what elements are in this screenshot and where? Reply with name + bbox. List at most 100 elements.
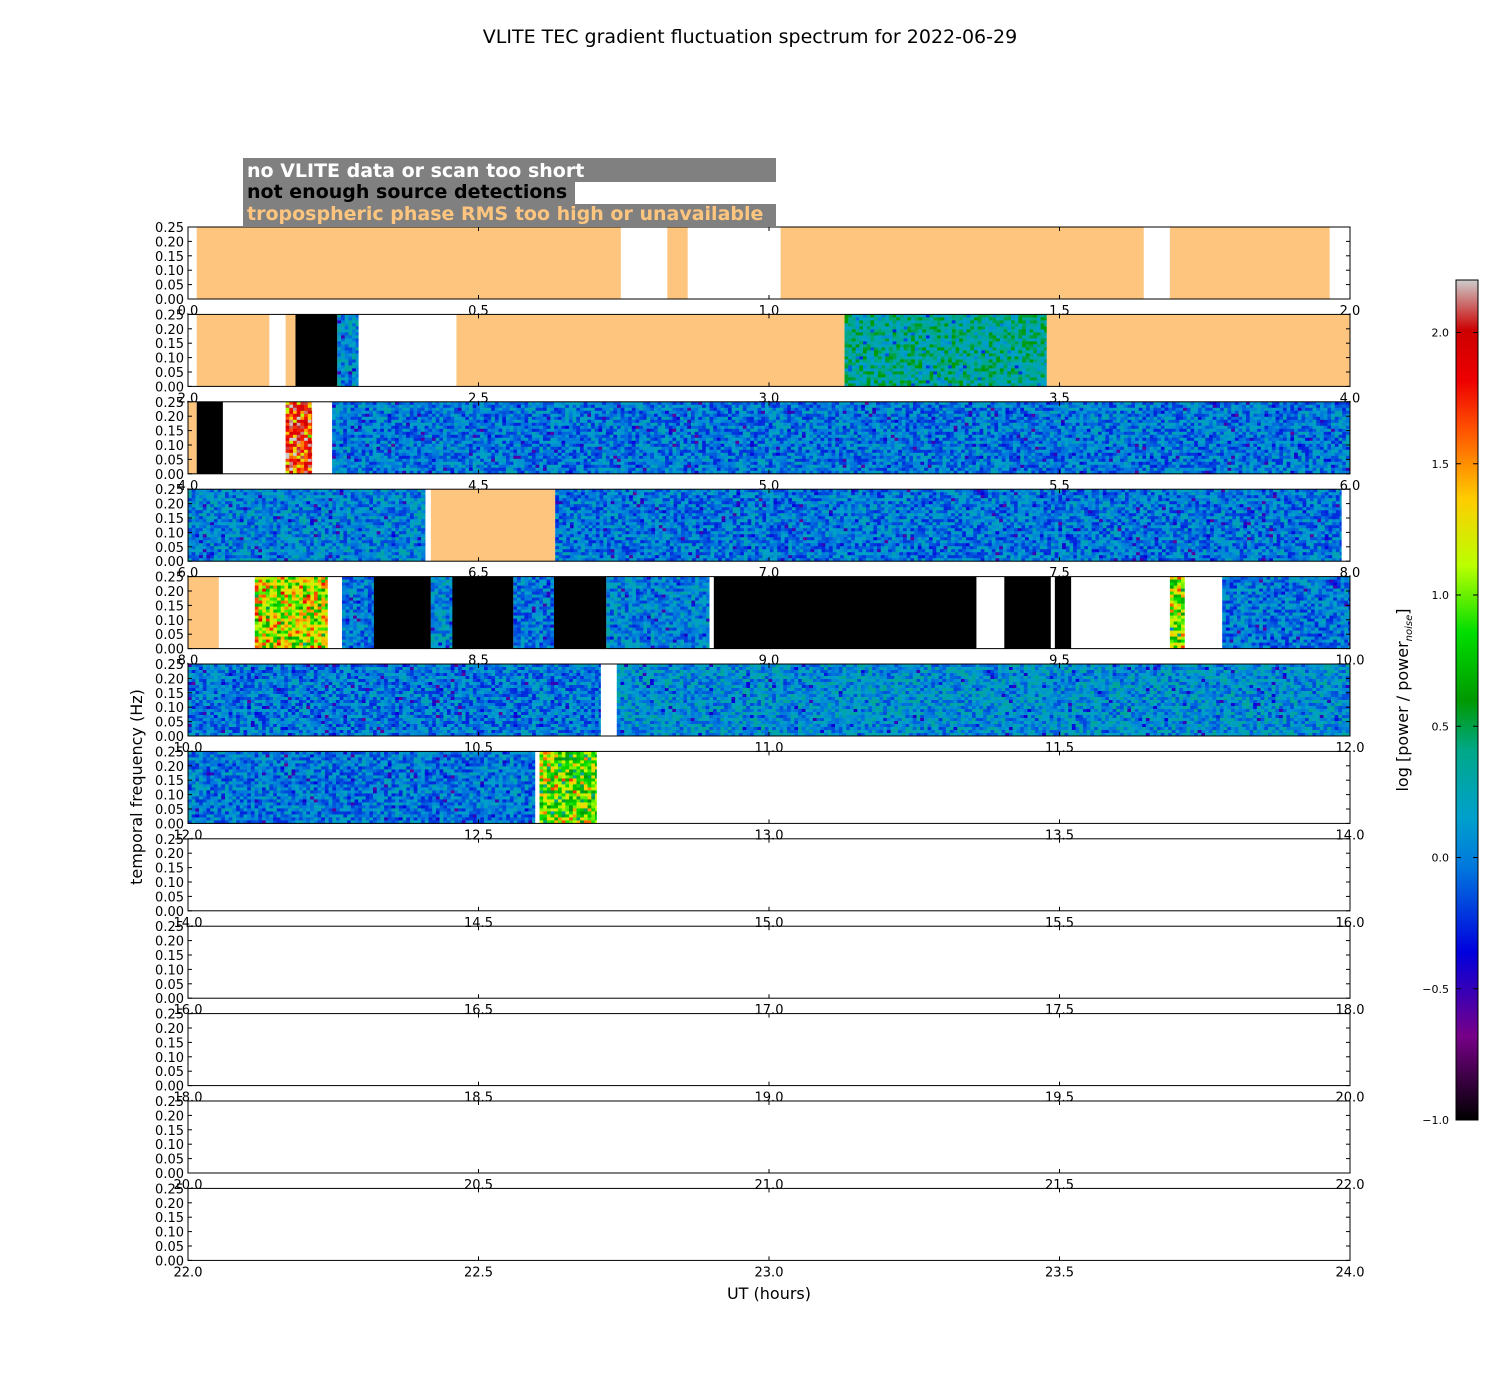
spectrum-cell bbox=[1044, 335, 1048, 339]
spectrum-cell bbox=[350, 434, 355, 439]
spectrum-cell bbox=[672, 401, 677, 406]
spectrum-cell bbox=[293, 407, 298, 412]
spectrum-cell bbox=[914, 335, 919, 339]
spectrum-cell bbox=[498, 428, 503, 433]
spectrum-cell bbox=[383, 413, 388, 418]
spectrum-cell bbox=[311, 428, 313, 433]
spectrum-cell bbox=[352, 374, 357, 378]
spectrum-cell bbox=[918, 374, 923, 378]
spectrum-cell bbox=[690, 440, 696, 445]
spectrum-cell bbox=[505, 407, 511, 412]
spectrum-cell bbox=[672, 410, 677, 415]
spectrum-cell bbox=[698, 428, 703, 433]
spectrum-cell bbox=[870, 350, 875, 354]
spectrum-cell bbox=[650, 437, 655, 442]
spectrum-cell bbox=[914, 329, 919, 333]
spectrum-cell bbox=[557, 458, 562, 463]
spectrum-cell bbox=[450, 422, 455, 427]
spectrum-cell bbox=[1022, 338, 1027, 342]
spectrum-cell bbox=[531, 446, 536, 451]
spectrum-cell bbox=[480, 449, 485, 454]
spectrum-cell bbox=[472, 422, 477, 427]
spectrum-cell bbox=[672, 404, 677, 409]
spectrum-cell bbox=[720, 452, 725, 457]
spectrum-cell bbox=[502, 431, 507, 436]
spectrum-cell bbox=[591, 440, 596, 445]
spectrum-cell bbox=[591, 452, 596, 457]
spectrum-cell bbox=[1036, 329, 1041, 333]
spectrum-cell bbox=[591, 425, 596, 430]
spectrum-cell bbox=[443, 440, 448, 445]
spectrum-cell bbox=[948, 326, 953, 330]
spectrum-cell bbox=[761, 470, 766, 475]
spectrum-cell bbox=[457, 401, 462, 406]
spectrum-cell bbox=[713, 461, 718, 466]
spectrum-cell bbox=[491, 425, 496, 430]
spectrum-cell bbox=[394, 428, 400, 433]
spectrum-cell bbox=[1011, 335, 1016, 339]
spectrum-cell bbox=[461, 437, 466, 442]
spectrum-cell bbox=[439, 467, 444, 472]
spectrum-cell bbox=[394, 407, 400, 412]
spectrum-cell bbox=[365, 416, 370, 421]
spectrum-cell bbox=[724, 467, 729, 472]
spectrum-cell bbox=[542, 428, 548, 433]
spectrum-cell bbox=[406, 401, 411, 406]
spectrum-cell bbox=[293, 401, 298, 406]
spectrum-cell bbox=[472, 455, 477, 460]
spectrum-cell bbox=[820, 449, 825, 454]
spectrum-cell bbox=[602, 458, 607, 463]
spectrum-cell bbox=[428, 434, 433, 439]
spectrum-cell bbox=[918, 377, 923, 381]
spectrum-cell bbox=[293, 461, 298, 466]
spectrum-cell bbox=[542, 455, 548, 460]
spectrum-cell bbox=[365, 440, 370, 445]
spectrum-cell bbox=[948, 365, 953, 369]
spectrum-cell bbox=[376, 416, 381, 421]
spectrum-cell bbox=[650, 452, 655, 457]
spectrum-cell bbox=[922, 350, 927, 354]
spectrum-cell bbox=[687, 434, 692, 439]
spectrum-cell bbox=[557, 425, 562, 430]
spectrum-cell bbox=[616, 425, 622, 430]
spectrum-cell bbox=[646, 458, 651, 463]
spectrum-cell bbox=[933, 353, 938, 357]
spectrum-cell bbox=[900, 341, 905, 345]
spectrum-cell bbox=[866, 353, 871, 357]
spectrum-cell bbox=[439, 404, 444, 409]
spectrum-cell bbox=[855, 374, 860, 378]
spectrum-cell bbox=[300, 404, 305, 409]
spectrum-cell bbox=[304, 467, 309, 472]
spectrum-cell bbox=[809, 401, 814, 406]
spectrum-cell bbox=[576, 461, 581, 466]
spectrum-cell bbox=[498, 470, 503, 475]
spectrum-cell bbox=[343, 401, 348, 406]
spectrum-cell bbox=[985, 362, 990, 366]
spectrum-cell bbox=[339, 467, 344, 472]
spectrum-cell bbox=[568, 446, 573, 451]
spectrum-cell bbox=[676, 440, 681, 445]
spectrum-cell bbox=[709, 413, 714, 418]
spectrum-cell bbox=[343, 443, 348, 448]
spectrum-cell bbox=[465, 428, 470, 433]
spectrum-cell bbox=[439, 437, 444, 442]
spectrum-cell bbox=[461, 434, 466, 439]
spectrum-cell bbox=[687, 458, 692, 463]
spectrum-cell bbox=[981, 359, 986, 363]
spectrum-cell bbox=[628, 443, 633, 448]
spectrum-cell bbox=[750, 449, 755, 454]
spectrum-cell bbox=[557, 434, 562, 439]
spectrum-cell bbox=[959, 326, 964, 330]
spectrum-cell bbox=[480, 440, 485, 445]
spectrum-cell bbox=[391, 401, 396, 406]
spectrum-cell bbox=[339, 452, 344, 457]
spectrum-cell bbox=[346, 452, 351, 457]
spectrum-cell bbox=[844, 335, 849, 339]
spectrum-cell bbox=[369, 446, 374, 451]
spectrum-cell bbox=[635, 452, 640, 457]
spectrum-cell bbox=[761, 464, 766, 469]
spectrum-cell bbox=[801, 401, 807, 406]
spectrum-cell bbox=[731, 467, 736, 472]
spectrum-cell bbox=[783, 461, 788, 466]
spectrum-cell bbox=[1003, 323, 1008, 327]
